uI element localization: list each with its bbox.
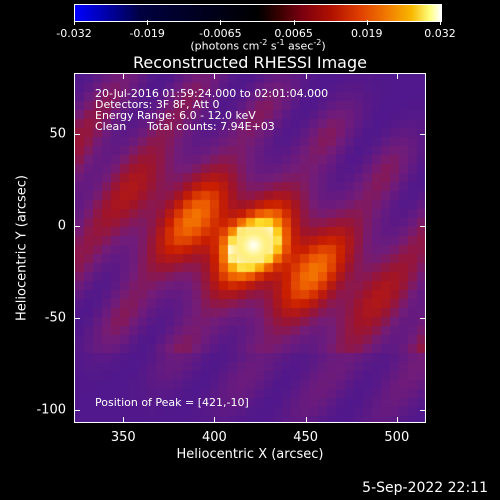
colorbar-tick-label: 0.019 (351, 27, 383, 40)
y-tick-label: -100 (36, 402, 66, 418)
colorbar-units: (photons cm-2 s-1 asec-2) (190, 38, 326, 53)
x-tick (305, 417, 307, 423)
rhessi-image: 20-Jul-2016 01:59:24.000 to 02:01:04.000… (74, 73, 426, 423)
clean-label: Clean (95, 120, 127, 133)
y-tick (420, 225, 426, 227)
y-axis-title: Heliocentric Y (arcsec) (14, 175, 30, 321)
y-tick (74, 133, 80, 135)
y-tick (420, 410, 426, 412)
colorbar-tick (220, 20, 222, 25)
colorbar (74, 4, 442, 22)
y-tick (74, 410, 80, 412)
x-tick (305, 73, 307, 79)
x-tick (396, 73, 398, 79)
total-counts-text: Total counts: 7.94E+03 (147, 120, 275, 133)
x-tick (214, 73, 216, 79)
colorbar-tick (147, 20, 149, 25)
colorbar-tick-label: -0.0065 (199, 27, 242, 40)
colorbar-tick (74, 20, 75, 25)
x-tick (123, 417, 125, 423)
y-tick-label: -50 (44, 310, 66, 326)
y-tick (74, 318, 80, 319)
y-tick-label: 0 (57, 218, 66, 234)
detectors-text: Detectors: 3F 8F, Att 0 (95, 98, 220, 111)
peak-position-text: Position of Peak = [421,-10] (95, 396, 249, 409)
colorbar-tick (366, 20, 368, 25)
plot-title: Reconstructed RHESSI Image (133, 53, 367, 72)
colorbar-tick-label: -0.032 (56, 27, 92, 40)
heatmap-canvas (75, 74, 425, 422)
y-tick (420, 318, 426, 319)
colorbar-tick (440, 20, 441, 25)
energy-range-text: Energy Range: 6.0 - 12.0 keV (95, 109, 256, 122)
x-axis-title: Heliocentric X (arcsec) (176, 447, 324, 462)
x-tick-label: 400 (202, 430, 227, 445)
x-tick (396, 417, 398, 423)
y-tick (420, 133, 426, 135)
x-tick-label: 450 (293, 430, 319, 445)
y-tick-label: 50 (49, 126, 66, 142)
footer-timestamp: 5-Sep-2022 22:11 (362, 480, 488, 496)
time-range-text: 20-Jul-2016 01:59:24.000 to 02:01:04.000 (95, 87, 329, 100)
colorbar-tick (293, 20, 295, 25)
colorbar-tick-label: 0.0065 (274, 27, 313, 40)
x-tick-label: 350 (110, 430, 136, 445)
x-tick (214, 417, 216, 423)
colorbar-tick-label: 0.032 (424, 27, 456, 40)
x-tick (123, 73, 125, 79)
colorbar-tick-label: -0.019 (129, 27, 165, 40)
y-tick (74, 225, 80, 227)
x-tick-label: 500 (384, 430, 410, 445)
